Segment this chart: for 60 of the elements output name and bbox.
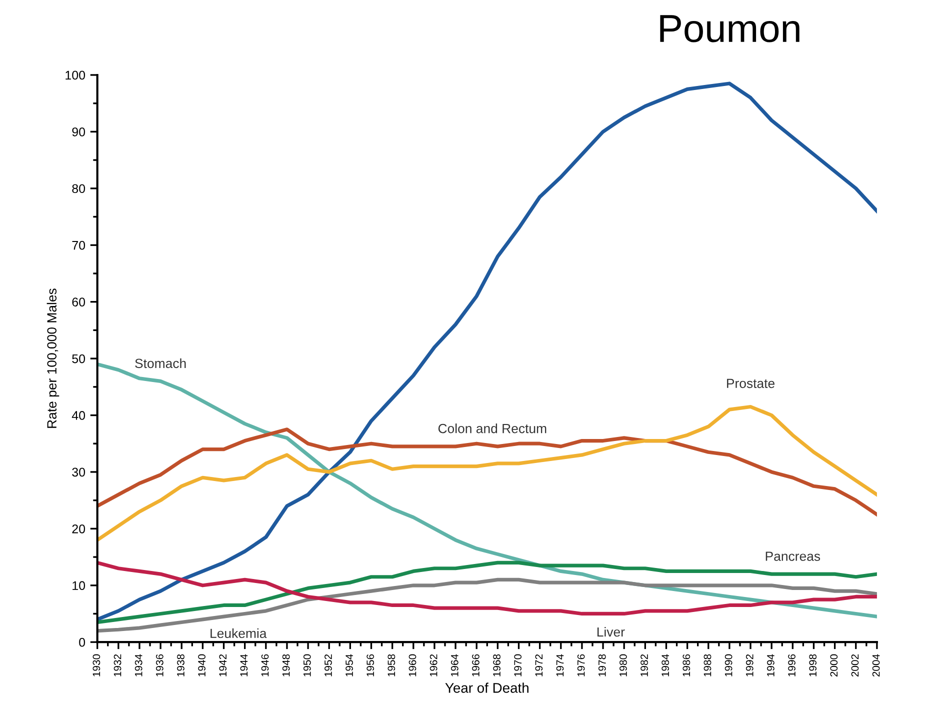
x-tick-label: 1940 — [198, 654, 206, 676]
y-tick-label: 80 — [72, 184, 86, 194]
x-tick-label: 1934 — [134, 654, 142, 676]
y-tick-label: 50 — [72, 354, 86, 364]
x-tick-label: 1966 — [472, 654, 480, 676]
x-tick-label: 1964 — [450, 654, 458, 676]
x-tick-label: 1990 — [724, 654, 732, 676]
x-tick-label: 1980 — [620, 654, 627, 676]
y-tick-label: 90 — [72, 127, 86, 136]
x-tick-label: 1972 — [535, 654, 543, 676]
y-tick-label: 0 — [79, 638, 86, 647]
x-tick-label: 1992 — [746, 654, 754, 676]
series-label: Stomach — [135, 358, 186, 368]
x-tick-label: 1950 — [303, 654, 311, 676]
y-tick-label: 70 — [72, 240, 86, 250]
x-tick-label: 1968 — [493, 654, 500, 676]
x-tick-label: 1952 — [324, 654, 332, 676]
x-tick-label: 1970 — [514, 654, 522, 676]
series-label: Pancreas — [766, 552, 820, 561]
x-tick-label: 1960 — [408, 654, 416, 676]
x-tick-label: 1948 — [282, 654, 290, 676]
line-series — [97, 404, 877, 542]
y-tick-label: 30 — [72, 468, 86, 477]
y-tick-label: 10 — [72, 581, 86, 590]
x-tick-label: 1988 — [704, 654, 712, 676]
y-tick-label: 20 — [72, 524, 86, 534]
x-tick-label: 1936 — [156, 654, 164, 676]
x-tick-label: 1998 — [809, 654, 817, 676]
y-tick-label: 40 — [72, 411, 86, 420]
x-tick-label: 1942 — [219, 654, 227, 676]
x-tick-label: 1978 — [598, 654, 606, 676]
series-label: Prostate — [727, 378, 775, 388]
series-label: Poumon — [660, 15, 800, 42]
x-tick-label: 1946 — [261, 654, 269, 676]
x-tick-label: 1956 — [366, 654, 374, 676]
x-tick-label: 1932 — [114, 654, 122, 676]
series-label: Leukemia — [210, 628, 267, 638]
x-tick-label: 1944 — [240, 654, 248, 676]
x-tick-label: 1986 — [682, 654, 690, 676]
x-tick-label: 1996 — [788, 654, 796, 676]
x-tick-label: 2004 — [872, 654, 880, 677]
x-tick-label: 1994 — [767, 654, 774, 676]
x-tick-label: 1984 — [662, 654, 670, 676]
x-axis-title: Year of Death — [445, 682, 528, 693]
x-tick-label: 2002 — [851, 654, 859, 677]
x-tick-label: 1954 — [346, 654, 353, 676]
x-tick-label: 1982 — [640, 654, 648, 676]
y-axis-title: Rate per 100,000 Males — [46, 288, 60, 428]
x-tick-label: 1938 — [177, 654, 184, 676]
x-tick-label: 1930 — [92, 654, 100, 676]
series-label: Liver — [597, 626, 625, 637]
x-tick-label: 2000 — [830, 654, 838, 677]
x-tick-label: 1962 — [430, 654, 438, 676]
line-series — [97, 82, 877, 622]
x-tick-label: 1958 — [388, 654, 396, 676]
x-tick-label: 1976 — [577, 654, 585, 676]
x-tick-label: 1974 — [556, 654, 564, 676]
y-tick-label: 60 — [72, 298, 86, 306]
series-label: Colon and Rectum — [438, 424, 546, 434]
y-tick-label: 100 — [66, 70, 86, 80]
